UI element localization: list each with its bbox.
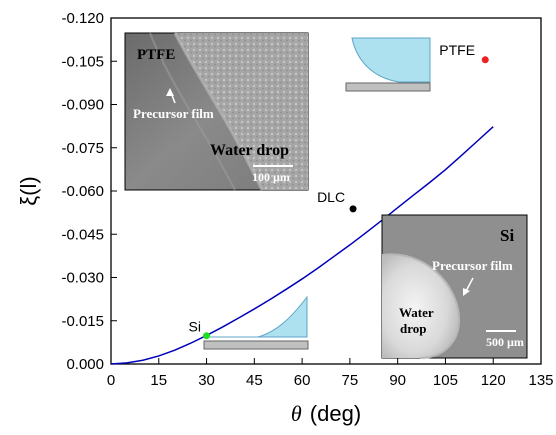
x-tick-label: 45 [246,372,263,389]
y-tick-label: -0.045 [61,226,104,243]
y-tick-label: -0.075 [61,140,104,157]
ptfe-scale-label: 100 µm [252,170,290,184]
highlighted-points: Si DLC PTFE [189,42,489,340]
x-tick-label: 135 [528,372,553,389]
x-tick-label: 75 [342,372,359,389]
ptfe-drop-schematic [345,37,431,92]
ptfe-precursor-label: Precursor film [133,106,214,121]
y-axis-ticks: 0.000 -0.015 -0.030 -0.045 -0.060 -0.075 -0.09… [61,10,117,373]
si-drop-label-2: drop [400,321,427,336]
y-tick-label: 0.000 [66,356,104,373]
x-tick-label: 120 [481,372,506,389]
x-tick-label: 15 [150,372,167,389]
si-scale-label: 500 µm [486,335,524,349]
x-axis-unit: (deg) [310,401,361,426]
y-tick-label: -0.015 [61,313,104,330]
y-axis-title: ξ(l) [16,176,41,205]
data-point-si [203,332,211,340]
y-tick-label: -0.090 [61,97,104,114]
x-tick-label: 90 [389,372,406,389]
x-tick-label: 30 [198,372,215,389]
x-axis-symbol: θ [291,401,302,426]
x-axis-ticks: 0 15 30 45 60 75 90 105 120 135 [107,358,554,389]
data-point-label-ptfe: PTFE [439,42,475,58]
data-point-label-si: Si [189,319,201,335]
si-micrograph-inset: Si Precursor film Water drop 500 µm [381,214,528,359]
x-tick-label: 60 [294,372,311,389]
x-tick-label: 105 [433,372,458,389]
x-tick-label: 0 [107,372,115,389]
si-precursor-label: Precursor film [432,258,513,273]
y-tick-label: -0.030 [61,270,104,287]
y-tick-label: -0.060 [61,183,104,200]
si-drop-schematic [203,295,309,350]
ptfe-drop-label: Water drop [210,142,289,159]
series-line [110,126,494,365]
y-tick-label: -0.105 [61,53,104,70]
data-point-ptfe [481,56,489,64]
ptfe-micrograph-inset: PTFE Precursor film Water drop 100 µm [124,32,309,191]
x-axis-title: θ (deg) [291,401,361,426]
data-point-dlc [349,205,357,213]
data-point-label-dlc: DLC [317,189,345,205]
si-drop-label-1: Water [399,305,434,320]
ptfe-inset-title: PTFE [137,47,175,63]
y-tick-label: -0.120 [61,10,104,27]
si-inset-title: Si [500,226,514,245]
